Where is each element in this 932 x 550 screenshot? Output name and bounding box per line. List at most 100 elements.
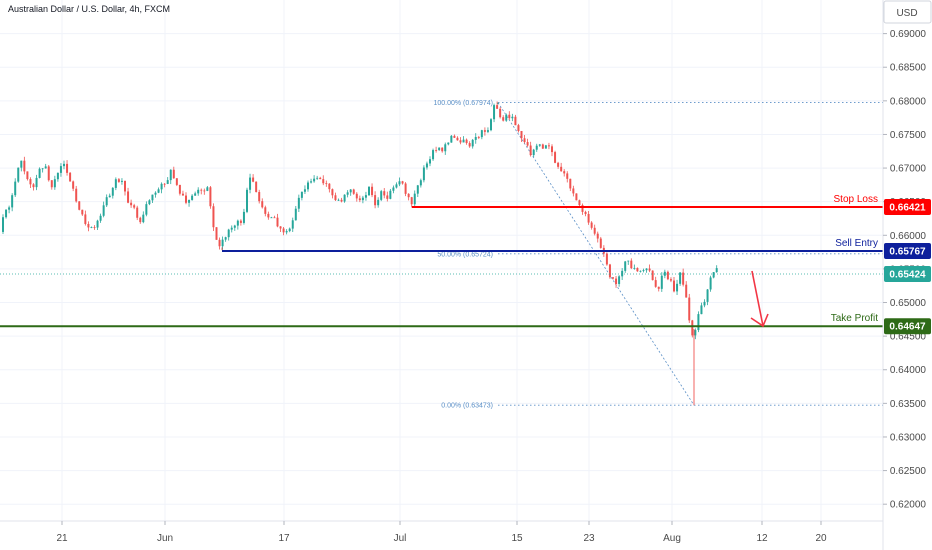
candle — [72, 180, 75, 192]
candle — [624, 260, 627, 273]
candle — [618, 275, 621, 287]
candle — [361, 195, 364, 204]
trade-levels[interactable]: Stop Loss Sell Entry Take Profit — [0, 194, 883, 328]
candle — [605, 252, 608, 266]
price-tick-label: 0.65000 — [890, 298, 927, 309]
candle — [483, 127, 486, 136]
candle — [563, 169, 566, 177]
down-arrow-icon — [750, 270, 769, 328]
candle — [480, 129, 483, 140]
candle — [517, 123, 520, 133]
candle — [633, 264, 636, 270]
candle — [401, 180, 404, 185]
candle — [368, 186, 370, 197]
candle — [673, 277, 675, 293]
currency-button[interactable]: USD — [883, 0, 932, 24]
candle — [142, 211, 145, 224]
candle — [669, 277, 672, 283]
candle — [124, 180, 126, 196]
time-tick-label: Jul — [394, 533, 407, 544]
time-axis[interactable]: 21 Jun 17 Jul 15 23 Aug 12 20 — [56, 521, 827, 544]
candle — [557, 161, 560, 169]
price-badge-take-profit: 0.64647 — [884, 318, 931, 335]
candle — [596, 231, 599, 243]
candle — [288, 227, 291, 233]
candle — [209, 185, 212, 209]
candle — [477, 135, 480, 140]
candle — [462, 136, 465, 143]
candle — [163, 183, 166, 188]
price-tick-label: 0.68000 — [890, 96, 927, 107]
candle — [636, 267, 639, 272]
price-badges: 0.66421 0.65767 0.64647 0.65424 — [884, 198, 931, 335]
candle — [523, 135, 526, 144]
candle — [303, 185, 306, 195]
candle — [313, 175, 316, 183]
svg-text:0.64647: 0.64647 — [889, 322, 926, 333]
candle — [136, 205, 139, 221]
candle — [334, 192, 337, 202]
level-label-sell-entry: Sell Entry — [835, 238, 878, 249]
candle — [227, 228, 230, 241]
candle — [648, 264, 651, 273]
candle — [114, 177, 117, 191]
candle — [520, 130, 523, 142]
candle — [691, 319, 694, 338]
candle — [175, 178, 178, 187]
candle — [81, 209, 84, 216]
candle — [419, 178, 422, 188]
svg-text:0.65767: 0.65767 — [889, 246, 926, 257]
candle — [486, 127, 489, 134]
candle — [297, 194, 300, 213]
candle — [712, 271, 715, 279]
price-tick-label: 0.64500 — [890, 332, 927, 343]
candle — [502, 115, 505, 122]
candle — [20, 160, 23, 172]
candle — [224, 236, 227, 242]
candle — [93, 225, 96, 230]
chart-title: Australian Dollar / U.S. Dollar, 4h, FXC… — [8, 4, 170, 14]
price-tick-label: 0.69000 — [890, 29, 927, 40]
candle — [584, 210, 587, 217]
candle — [459, 137, 462, 145]
price-tick-label: 0.64000 — [890, 365, 927, 376]
candle — [127, 187, 130, 204]
candle — [499, 107, 502, 119]
candle — [169, 169, 172, 185]
candle — [139, 216, 142, 224]
candle — [660, 272, 663, 292]
candle — [285, 229, 288, 235]
price-tick-label: 0.63000 — [890, 432, 927, 443]
candle — [8, 205, 11, 214]
candle — [29, 177, 32, 189]
candle — [468, 141, 471, 148]
candle — [38, 167, 41, 179]
candle — [471, 138, 474, 149]
candle — [206, 186, 209, 192]
candle — [404, 182, 407, 197]
candle — [35, 174, 38, 191]
currency-label: USD — [896, 8, 917, 19]
candle — [258, 189, 261, 204]
candle — [117, 178, 120, 183]
candle — [108, 193, 111, 198]
price-badge-current: 0.65424 — [884, 266, 931, 283]
time-tick-label: Aug — [663, 533, 681, 544]
price-tick-label: 0.62000 — [890, 500, 927, 511]
candle — [514, 114, 517, 126]
candle — [212, 203, 215, 231]
candle — [185, 192, 187, 205]
candle — [23, 156, 26, 175]
candle — [221, 236, 224, 250]
candle — [645, 268, 648, 273]
candle — [395, 182, 398, 189]
price-tick-label: 0.68500 — [890, 63, 927, 74]
time-tick-label: 17 — [278, 533, 290, 544]
candle — [383, 188, 386, 199]
candle — [5, 209, 8, 219]
candle — [709, 275, 712, 292]
candle — [291, 217, 294, 232]
candle — [493, 103, 496, 123]
candle — [700, 302, 703, 315]
